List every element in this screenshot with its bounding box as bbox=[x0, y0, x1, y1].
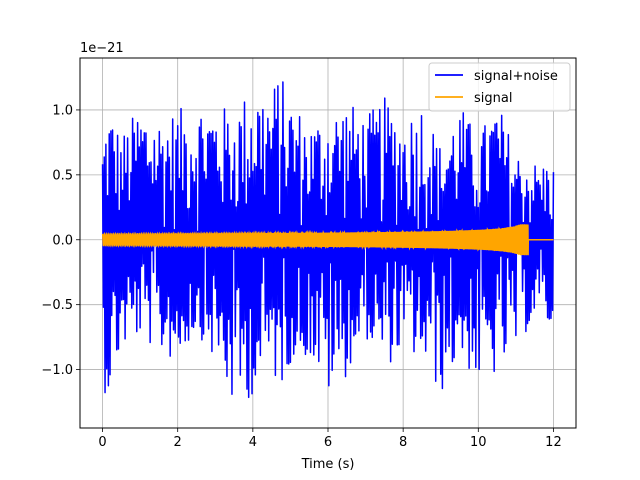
x-tick-label: 6 bbox=[324, 435, 332, 450]
y-offset-text: 1e−21 bbox=[80, 41, 124, 56]
legend-label-signal-noise: signal+noise bbox=[474, 69, 558, 84]
y-tick-label: −0.5 bbox=[41, 298, 73, 313]
y-tick-label: 0.0 bbox=[52, 233, 73, 248]
x-tick-label: 10 bbox=[470, 435, 487, 450]
series-signal-noise-line bbox=[101, 81, 555, 399]
y-tick-label: −1.0 bbox=[41, 363, 73, 378]
series-layer bbox=[101, 81, 555, 399]
series-signal-line bbox=[101, 224, 554, 256]
x-tick-label: 8 bbox=[399, 435, 407, 450]
x-tick-label: 2 bbox=[174, 435, 182, 450]
y-axis-ticks: −1.0 −0.5 0.0 0.5 1.0 bbox=[41, 103, 80, 378]
x-axis-label: Time (s) bbox=[301, 457, 355, 472]
x-tick-label: 4 bbox=[249, 435, 257, 450]
legend-label-signal: signal bbox=[474, 91, 512, 106]
y-tick-label: 1.0 bbox=[52, 103, 73, 118]
x-axis-ticks: 0 2 4 6 8 10 12 bbox=[98, 428, 562, 450]
y-tick-label: 0.5 bbox=[52, 168, 73, 183]
x-tick-label: 12 bbox=[545, 435, 562, 450]
x-tick-label: 0 bbox=[98, 435, 106, 450]
legend-box bbox=[428, 62, 571, 112]
legend: signal+noise signal bbox=[428, 62, 571, 112]
